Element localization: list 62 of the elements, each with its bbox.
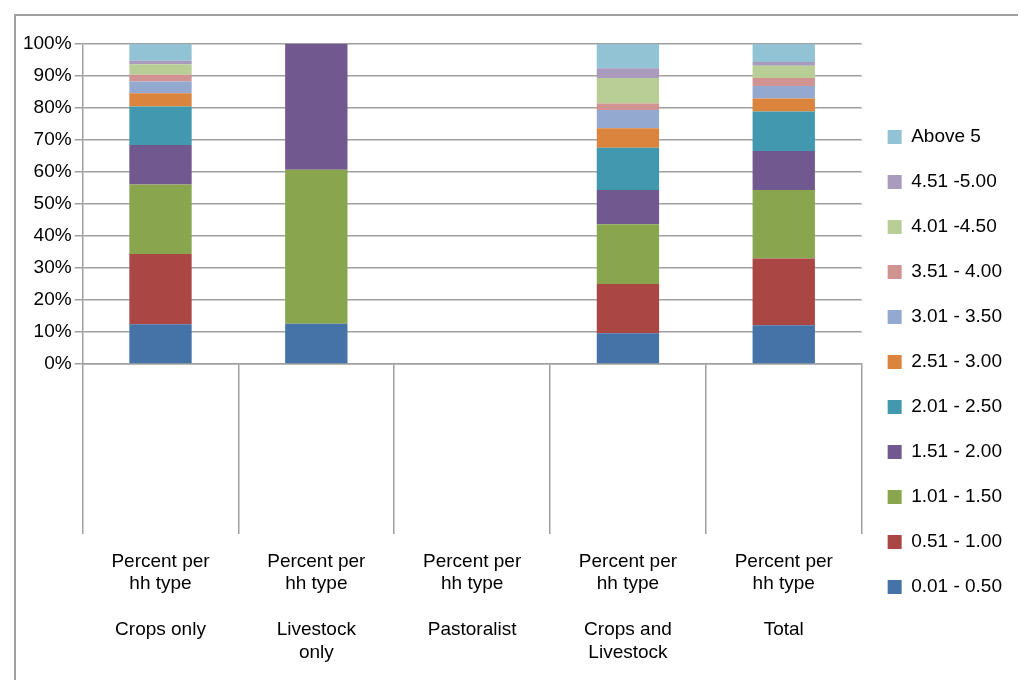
bar (596, 68, 660, 78)
bar (129, 44, 192, 61)
bar (596, 128, 660, 148)
bar (285, 44, 348, 170)
bar (596, 147, 660, 190)
category-label: Percent per hh type Total (734, 549, 833, 640)
y-tick-label: 20% (33, 288, 72, 310)
legend-label: 0.51 - 1.00 (911, 530, 1002, 552)
category-label: Percent per hh type Crops and Livestock (578, 549, 678, 662)
y-tick-label: 60% (33, 160, 72, 182)
bar (752, 150, 815, 190)
y-tick-label: 80% (33, 96, 72, 118)
bar (596, 224, 660, 284)
bar (129, 81, 192, 94)
category-label: Percent per hh type Crops only (111, 549, 210, 640)
bar (129, 74, 192, 82)
bar (596, 103, 660, 110)
bar (129, 324, 192, 364)
bar (752, 44, 815, 62)
y-tick-label: 30% (33, 256, 72, 278)
bar (596, 333, 660, 364)
y-tick-label: 10% (33, 320, 72, 342)
bar (129, 106, 192, 146)
legend-label: 1.01 - 1.50 (911, 485, 1002, 507)
bar (752, 85, 815, 99)
bar (596, 189, 660, 225)
bar (752, 111, 815, 151)
bar (752, 77, 815, 86)
bar (129, 145, 192, 185)
bar (752, 98, 815, 112)
legend-label: 1.51 - 2.00 (911, 440, 1002, 462)
legend-label: 4.51 -5.00 (911, 170, 997, 192)
bar (752, 65, 815, 78)
y-tick-label: 90% (33, 64, 72, 86)
y-tick-label: 40% (33, 224, 72, 246)
y-tick-label: 0% (44, 352, 72, 374)
bar (596, 284, 660, 334)
bar (285, 169, 348, 324)
bar (285, 323, 348, 364)
bar (596, 109, 660, 129)
bar (129, 64, 192, 75)
bar (596, 77, 660, 104)
bar (129, 93, 192, 107)
bar (752, 189, 815, 259)
legend-label: 3.51 - 4.00 (911, 260, 1002, 282)
legend-label: 3.01 - 3.50 (911, 305, 1002, 327)
bar (129, 253, 192, 325)
category-label: Percent per hh type Livestock only (267, 549, 366, 662)
y-tick-label: 50% (33, 192, 72, 214)
bar (752, 61, 815, 66)
legend-label: 4.01 -4.50 (911, 215, 997, 237)
bar (596, 44, 660, 69)
legend-label: 2.51 - 3.00 (911, 350, 1002, 372)
legend-label: 0.01 - 0.50 (911, 575, 1002, 597)
bar (752, 258, 815, 326)
y-tick-label: 100% (22, 32, 72, 54)
legend-label: 2.01 - 2.50 (911, 395, 1002, 417)
legend-label: Above 5 (911, 125, 981, 147)
y-tick-label: 70% (33, 128, 72, 150)
category-label: Percent per hh type Pastoralist (423, 549, 522, 640)
bar (752, 325, 815, 364)
bar (129, 184, 192, 254)
